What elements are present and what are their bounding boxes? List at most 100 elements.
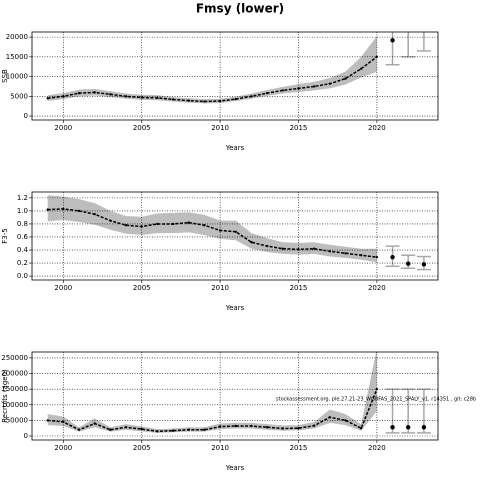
estimate-point [328,82,332,85]
projection-point [406,261,411,266]
estimate-point [375,55,379,59]
y-tick-label: 0.4 [17,246,29,254]
estimate-point [328,250,332,253]
estimate-point [250,240,253,244]
x-axis-label: Years [225,304,245,312]
x-tick-label: 2015 [290,444,308,452]
projection-point [421,425,427,430]
estimate-point [328,416,332,419]
estimate-point [344,77,347,80]
y-tick-label: 1.0 [17,207,28,215]
estimate-point [187,221,190,224]
x-tick-label: 2020 [368,284,386,292]
estimate-point [297,426,300,430]
y-tick-label: 150000 [1,385,28,393]
estimate-point [265,91,269,95]
axes-frame [31,351,439,441]
estimate-point [359,426,363,430]
estimate-point [359,67,363,70]
projection-point [390,254,395,260]
y-tick-label: 15000 [6,53,28,61]
estimate-point [62,207,65,211]
estimate-point [359,254,363,257]
estimate-point [312,85,316,88]
estimate-point [171,98,175,101]
y-tick-label: 200000 [1,370,28,378]
projection-point [422,15,426,19]
estimate-point [93,212,96,216]
y-tick-label: 250000 [1,354,28,362]
plot-area [46,195,431,271]
estimate-point [265,244,269,248]
plot-area [46,352,431,434]
estimate-point [171,222,175,226]
y-tick-label: 50000 [6,416,28,424]
chart-title: Fmsy (lower) [196,2,284,16]
estimate-point [375,387,379,391]
panel: 0 5000 10000 15000 20000 2000 2005 2010 2015 2020… [1,15,439,152]
estimate-point [187,99,190,102]
annotation: stockassessment.org, ple.27.21-23_WGBFAS… [276,397,476,403]
panel: 0.0 0.2 0.4 0.6 0.8 1.0 1.2 2000 2005 2010 2015 202… [1,191,439,312]
projection-point [406,23,410,27]
estimate-point [124,95,128,98]
panel: 0 50000 100000 150000 200000 250000 2000 2005 20… [1,351,476,472]
estimate-point [109,219,112,222]
projection-point [406,425,411,430]
axes-frame [31,31,439,121]
y-tick-label: 0.8 [17,220,28,228]
estimate-point [281,89,285,92]
estimate-point [93,422,96,425]
axes-frame [31,191,439,281]
y-tick-label: 5000 [10,92,28,100]
y-axis-label: F3-5 [1,228,9,243]
estimate-point [62,95,65,98]
x-axis-label: Years [225,464,245,472]
y-axis-label: Recruits (age0) [1,369,9,423]
estimate-point [62,420,65,424]
y-tick-label: 100000 [1,401,28,409]
estimate-point [156,430,159,433]
estimate-point [46,208,49,211]
x-tick-label: 2010 [211,284,229,292]
estimate-line [47,208,377,258]
projection-point [390,38,395,43]
plot-area [46,15,431,104]
estimate-point [77,209,81,213]
estimate-point [281,427,285,430]
estimate-point [218,99,222,103]
x-tick-label: 2005 [133,124,151,132]
estimate-point [124,426,128,429]
estimate-point [344,419,347,422]
x-tick-label: 2015 [290,284,308,292]
estimate-line [47,388,378,433]
estimate-point [171,429,175,432]
estimate-point [234,97,237,101]
y-tick-label: 20000 [6,33,28,41]
estimate-point [265,426,269,429]
x-tick-label: 2000 [54,124,72,132]
y-axis-label: SSB [1,69,9,83]
confidence-band [47,352,377,433]
y-tick-label: 1.2 [17,194,28,202]
x-tick-label: 2010 [211,124,229,132]
x-tick-label: 2000 [54,284,72,292]
estimate-line [47,56,378,103]
estimate-point [140,225,143,228]
estimate-point [203,428,206,431]
y-tick-label: 0.2 [17,259,28,267]
estimate-point [109,428,112,431]
x-tick-label: 2005 [133,284,151,292]
estimate-point [156,96,159,100]
confidence-band [47,195,377,263]
estimate-point [77,428,81,431]
estimate-point [124,224,128,227]
y-tick-label: 0 [24,112,28,120]
y-tick-label: 0.0 [17,272,28,280]
estimate-point [344,252,347,255]
x-axis-label: Years [225,144,245,152]
x-tick-label: 2020 [368,444,386,452]
x-tick-label: 2015 [290,124,308,132]
y-tick-label: 0 [24,432,28,440]
estimate-point [234,230,237,233]
